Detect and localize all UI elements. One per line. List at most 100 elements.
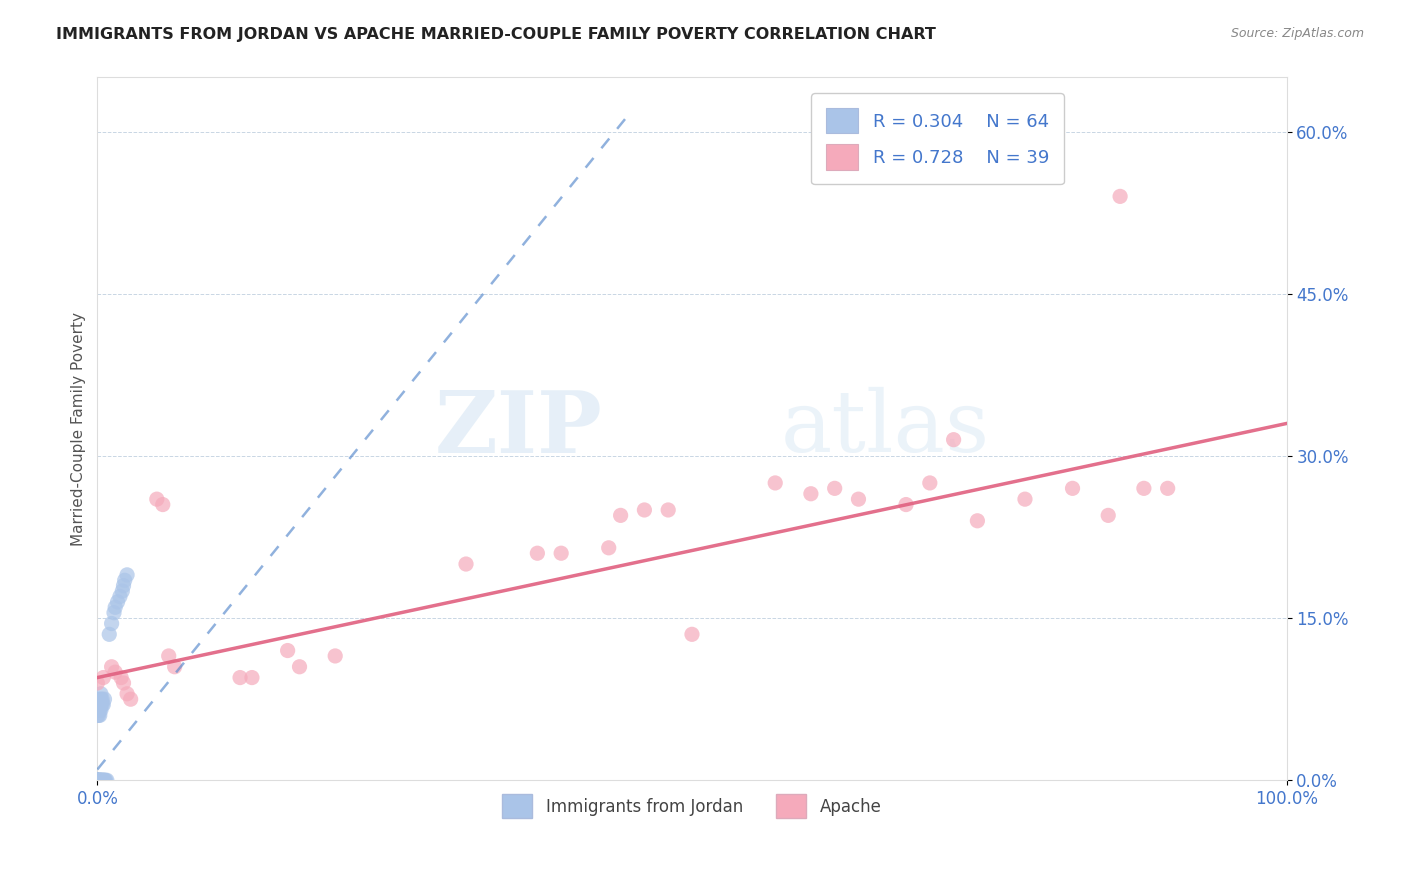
Point: [86, 773, 108, 788]
Point: [86, 773, 108, 788]
Point: [157, 648, 180, 663]
Point: [104, 665, 127, 680]
Point: [1156, 481, 1178, 495]
Point: [86, 773, 108, 788]
Point: [86, 676, 108, 690]
Point: [90, 698, 112, 712]
Point: [94, 773, 117, 788]
Point: [90, 687, 112, 701]
Point: [89, 773, 111, 788]
Point: [87, 692, 110, 706]
Point: [98, 627, 121, 641]
Point: [454, 557, 477, 571]
Point: [86, 773, 108, 788]
Point: [633, 503, 655, 517]
Point: [163, 659, 186, 673]
Point: [657, 503, 679, 517]
Point: [942, 433, 965, 447]
Point: [90, 703, 112, 717]
Point: [91, 773, 114, 788]
Point: [91, 773, 114, 788]
Point: [526, 546, 548, 560]
Point: [89, 773, 111, 788]
Point: [763, 475, 786, 490]
Point: [86, 773, 108, 788]
Point: [1109, 189, 1132, 203]
Text: Source: ZipAtlas.com: Source: ZipAtlas.com: [1230, 27, 1364, 40]
Point: [609, 508, 631, 523]
Point: [93, 773, 115, 788]
Point: [86, 708, 108, 723]
Point: [894, 498, 917, 512]
Point: [800, 487, 823, 501]
Point: [90, 773, 112, 788]
Point: [89, 773, 111, 788]
Point: [918, 475, 941, 490]
Point: [86, 773, 108, 788]
Point: [323, 648, 346, 663]
Point: [115, 687, 138, 701]
Point: [86, 773, 108, 788]
Point: [93, 773, 115, 788]
Point: [86, 773, 108, 788]
Point: [1014, 492, 1036, 507]
Point: [90, 692, 112, 706]
Point: [86, 773, 108, 788]
Point: [103, 606, 125, 620]
Legend: Immigrants from Jordan, Apache: Immigrants from Jordan, Apache: [496, 788, 889, 825]
Point: [86, 698, 108, 712]
Point: [91, 692, 114, 706]
Point: [681, 627, 703, 641]
Point: [966, 514, 988, 528]
Point: [90, 773, 112, 788]
Point: [91, 671, 114, 685]
Point: [1133, 481, 1156, 495]
Point: [86, 773, 108, 788]
Point: [598, 541, 620, 555]
Point: [550, 546, 572, 560]
Point: [87, 708, 110, 723]
Point: [86, 773, 108, 788]
Point: [86, 773, 108, 788]
Point: [87, 698, 110, 712]
Point: [100, 616, 122, 631]
Point: [848, 492, 870, 507]
Point: [91, 773, 114, 788]
Point: [107, 595, 129, 609]
Point: [96, 773, 118, 788]
Point: [89, 703, 111, 717]
Point: [87, 703, 110, 717]
Point: [93, 692, 115, 706]
Point: [90, 773, 112, 788]
Point: [104, 600, 127, 615]
Text: atlas: atlas: [782, 387, 990, 470]
Point: [112, 676, 135, 690]
Point: [91, 773, 114, 788]
Point: [86, 773, 108, 788]
Point: [229, 671, 252, 685]
Point: [824, 481, 846, 495]
Point: [86, 773, 108, 788]
Point: [89, 773, 111, 788]
Point: [86, 773, 108, 788]
Point: [86, 703, 108, 717]
Point: [1097, 508, 1119, 523]
Point: [108, 590, 131, 604]
Text: IMMIGRANTS FROM JORDAN VS APACHE MARRIED-COUPLE FAMILY POVERTY CORRELATION CHART: IMMIGRANTS FROM JORDAN VS APACHE MARRIED…: [56, 27, 936, 42]
Point: [240, 671, 263, 685]
Point: [115, 567, 138, 582]
Point: [91, 698, 114, 712]
Point: [110, 671, 132, 685]
Point: [111, 584, 134, 599]
Point: [86, 773, 108, 788]
Point: [91, 698, 114, 712]
Point: [89, 773, 111, 788]
Text: ZIP: ZIP: [434, 387, 603, 471]
Point: [152, 498, 174, 512]
Point: [89, 708, 111, 723]
Point: [277, 643, 299, 657]
Point: [89, 698, 111, 712]
Point: [1062, 481, 1084, 495]
Point: [86, 773, 108, 788]
Point: [86, 773, 108, 788]
